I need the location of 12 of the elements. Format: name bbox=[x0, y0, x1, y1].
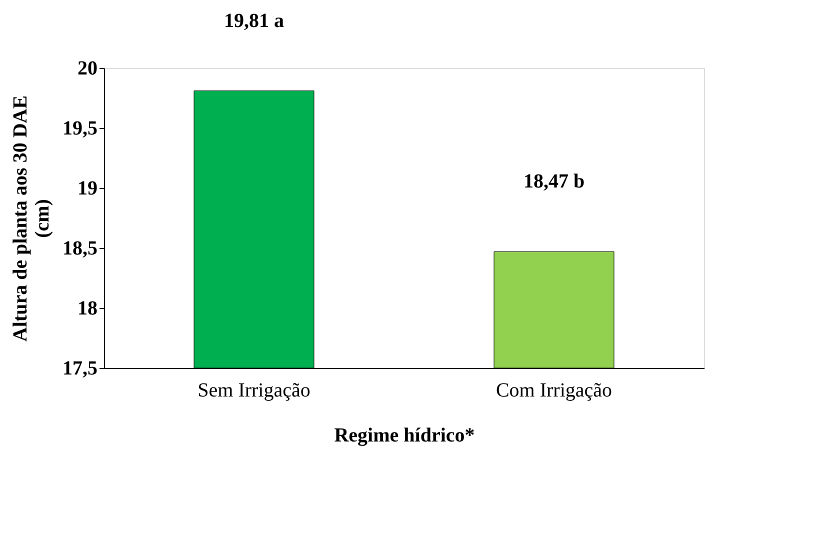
data-label: 19,81 a bbox=[224, 10, 284, 32]
y-axis-title: Altura de planta aos 30 DAE (cm) bbox=[10, 95, 54, 342]
y-tick-label: 19,5 bbox=[62, 118, 98, 140]
x-tick-label: Sem Irrigação bbox=[198, 380, 310, 402]
y-tick-label: 20 bbox=[78, 58, 98, 80]
y-tick-label: 18,5 bbox=[62, 238, 98, 260]
y-tick-label: 18 bbox=[78, 298, 98, 320]
data-label: 18,47 b bbox=[523, 170, 585, 193]
x-axis-title: Regime hídrico* bbox=[334, 424, 475, 446]
x-tick-label: Com Irrigação bbox=[496, 380, 612, 402]
y-tick-label: 17,5 bbox=[62, 358, 98, 380]
y-tick-label: 19 bbox=[78, 178, 98, 200]
